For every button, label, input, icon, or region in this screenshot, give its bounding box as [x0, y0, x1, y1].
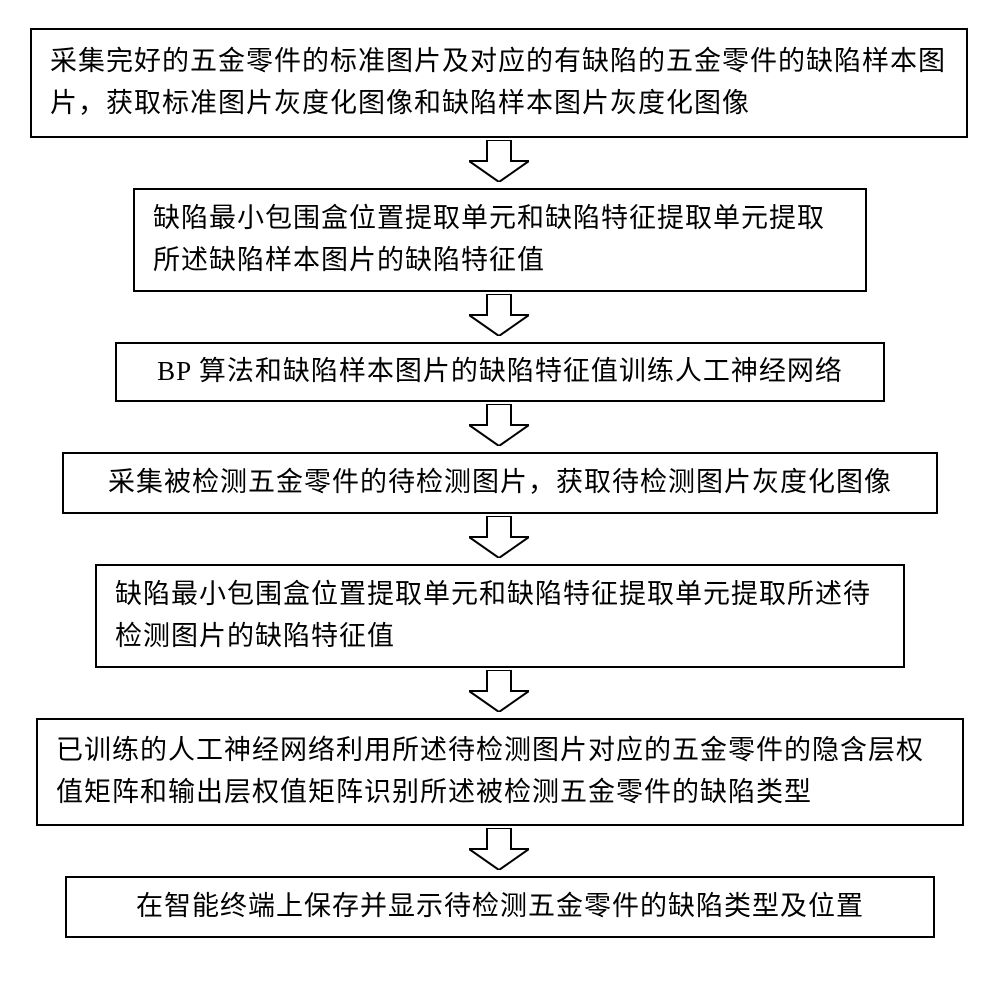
flow-arrow-5 [469, 670, 529, 712]
flow-node-2: 缺陷最小包围盒位置提取单元和缺陷特征提取单元提取所述缺陷样本图片的缺陷特征值 [133, 188, 867, 292]
flow-node-4: 采集被检测五金零件的待检测图片，获取待检测图片灰度化图像 [62, 452, 938, 514]
flow-node-3: BP 算法和缺陷样本图片的缺陷特征值训练人工神经网络 [115, 342, 885, 402]
flow-node-7: 在智能终端上保存并显示待检测五金零件的缺陷类型及位置 [65, 876, 935, 938]
flow-arrow-4 [469, 516, 529, 558]
flow-node-1: 采集完好的五金零件的标准图片及对应的有缺陷的五金零件的缺陷样本图片，获取标准图片… [30, 28, 968, 138]
flow-node-2-text: 缺陷最小包围盒位置提取单元和缺陷特征提取单元提取所述缺陷样本图片的缺陷特征值 [153, 198, 847, 282]
flow-arrow-3 [469, 404, 529, 446]
flowchart-canvas: 采集完好的五金零件的标准图片及对应的有缺陷的五金零件的缺陷样本图片，获取标准图片… [0, 0, 997, 1000]
flow-arrow-1 [469, 140, 529, 182]
flow-node-5: 缺陷最小包围盒位置提取单元和缺陷特征提取单元提取所述待检测图片的缺陷特征值 [95, 564, 905, 668]
flow-node-3-text: BP 算法和缺陷样本图片的缺陷特征值训练人工神经网络 [135, 351, 865, 393]
flow-node-4-text: 采集被检测五金零件的待检测图片，获取待检测图片灰度化图像 [82, 462, 918, 504]
flow-node-6: 已训练的人工神经网络利用所述待检测图片对应的五金零件的隐含层权值矩阵和输出层权值… [36, 718, 964, 826]
flow-node-5-text: 缺陷最小包围盒位置提取单元和缺陷特征提取单元提取所述待检测图片的缺陷特征值 [115, 574, 885, 658]
flow-node-1-text: 采集完好的五金零件的标准图片及对应的有缺陷的五金零件的缺陷样本图片，获取标准图片… [50, 41, 948, 125]
flow-node-6-text: 已训练的人工神经网络利用所述待检测图片对应的五金零件的隐含层权值矩阵和输出层权值… [56, 730, 944, 814]
flow-node-7-text: 在智能终端上保存并显示待检测五金零件的缺陷类型及位置 [85, 886, 915, 928]
flow-arrow-6 [469, 828, 529, 870]
flow-arrow-2 [469, 294, 529, 336]
